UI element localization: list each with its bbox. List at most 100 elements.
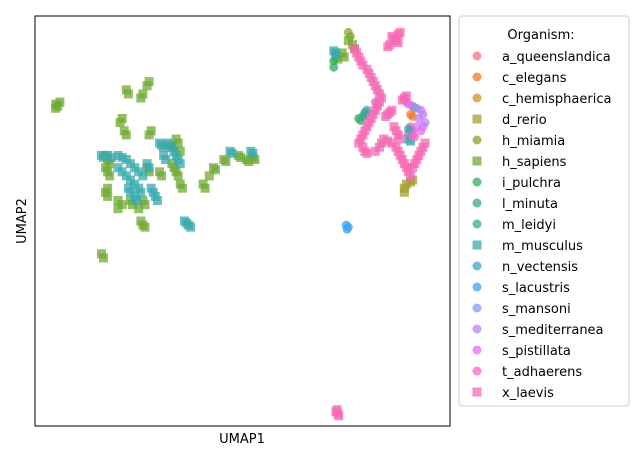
plot-area [51, 27, 430, 421]
legend-label-n_vectensis: n_vectensis [502, 260, 578, 275]
legend-item-a_queenslandica: a_queenslandica [472, 50, 611, 65]
legend-item-h_miamia: h_miamia [472, 134, 565, 149]
series-h_sapiens [51, 36, 360, 263]
point-x_laevis-69 [332, 405, 342, 415]
point-m_musculus-15 [136, 187, 146, 197]
legend-swatch-s_lacustris [472, 282, 482, 292]
point-h_sapiens-13 [121, 130, 131, 140]
point-h_sapiens-9 [136, 93, 146, 103]
point-m_musculus-17 [132, 196, 142, 205]
legend-swatch-n_vectensis [472, 261, 482, 271]
legend-item-l_minuta: l_minuta [472, 197, 558, 212]
legend-item-d_rerio: d_rerio [472, 113, 547, 128]
legend-label-c_elegans: c_elegans [502, 71, 567, 86]
legend-swatch-m_musculus [472, 240, 482, 250]
series-m_musculus [96, 46, 416, 232]
point-m_musculus-39 [161, 155, 171, 164]
point-h_sapiens-31 [113, 204, 123, 214]
point-h_sapiens-5 [123, 89, 133, 99]
legend-swatch-h_sapiens [472, 156, 482, 166]
legend-swatch-a_queenslandica [472, 51, 482, 61]
legend-label-s_lacustris: s_lacustris [502, 281, 570, 296]
legend-item-h_sapiens: h_sapiens [472, 155, 567, 170]
legend-swatch-i_pulchra [472, 177, 482, 187]
legend-swatch-s_mansoni [472, 303, 482, 313]
legend-item-n_vectensis: n_vectensis [472, 260, 578, 275]
point-m_musculus-50 [331, 50, 341, 60]
legend-label-s_pistillata: s_pistillata [502, 344, 571, 359]
point-x_laevis-3 [393, 38, 403, 48]
legend-swatch-l_minuta [472, 198, 482, 208]
legend-label-s_mansoni: s_mansoni [502, 302, 571, 317]
point-m_musculus-47 [248, 148, 258, 158]
legend-swatch-d_rerio [472, 114, 482, 124]
plot-frame [34, 15, 451, 427]
point-h_sapiens-44 [173, 171, 183, 181]
legend: Organism: a_queenslandica c_elegans c_hemi… [458, 15, 630, 407]
point-x_laevis-34 [362, 148, 372, 158]
point-h_sapiens-3 [51, 103, 61, 113]
series-x_laevis [331, 27, 430, 421]
point-m_musculus-27 [144, 163, 154, 173]
legend-label-d_rerio: d_rerio [502, 113, 547, 128]
legend-swatch-c_hemisphaerica [472, 93, 482, 103]
legend-item-s_mediterranea: s_mediterranea [472, 323, 604, 338]
legend-swatch-x_laevis [472, 387, 482, 397]
point-h_sapiens-46 [177, 183, 187, 193]
legend-item-m_musculus: m_musculus [472, 239, 583, 254]
legend-swatch-c_elegans [472, 72, 482, 82]
legend-item-c_elegans: c_elegans [472, 71, 567, 86]
point-m_musculus-21 [152, 196, 162, 205]
point-h_sapiens-40 [157, 171, 167, 181]
point-m_musculus-45 [227, 148, 237, 158]
point-h_sapiens-58 [235, 152, 245, 162]
point-h_sapiens-49 [140, 222, 150, 232]
legend-item-t_adhaerens: t_adhaerens [472, 365, 582, 380]
legend-swatch-t_adhaerens [472, 366, 482, 376]
point-m_musculus-25 [138, 171, 148, 181]
point-h_sapiens-17 [173, 138, 183, 148]
point-h_sapiens-62 [250, 155, 260, 164]
legend-label-i_pulchra: i_pulchra [502, 176, 561, 191]
point-h_sapiens-56 [221, 157, 231, 167]
point-m_musculus-52 [406, 136, 416, 146]
legend-frame [458, 15, 630, 407]
point-h_sapiens-7 [142, 81, 152, 91]
legend-label-a_queenslandica: a_queenslandica [502, 50, 611, 65]
legend-items: a_queenslandica c_elegans c_hemisphaericad… [472, 50, 611, 401]
point-i_pulchra-1 [329, 62, 339, 72]
legend-label-m_leidyi: m_leidyi [502, 218, 556, 233]
legend-item-s_lacustris: s_lacustris [472, 281, 570, 296]
point-h_sapiens-52 [204, 171, 214, 181]
point-h_sapiens-35 [140, 200, 150, 210]
point-m_musculus-43 [186, 222, 196, 232]
legend-label-s_mediterranea: s_mediterranea [502, 323, 604, 338]
point-x_laevis-70 [334, 411, 344, 421]
point-x_laevis-7 [383, 42, 393, 52]
point-x_laevis-5 [393, 29, 403, 39]
point-d_rerio-2 [399, 183, 409, 193]
point-t_adhaerens-3 [410, 132, 420, 142]
legend-title: Organism: [507, 28, 574, 43]
point-h_sapiens-64 [98, 253, 108, 263]
legend-label-x_laevis: x_laevis [502, 386, 554, 401]
point-x_laevis-66 [395, 134, 405, 144]
point-h_sapiens-68 [339, 52, 349, 62]
legend-item-s_pistillata: s_pistillata [472, 344, 571, 359]
legend-item-c_hemisphaerica: c_hemisphaerica [472, 92, 611, 107]
legend-swatch-m_leidyi [472, 219, 482, 229]
legend-item-s_mansoni: s_mansoni [472, 302, 571, 317]
legend-label-c_hemisphaerica: c_hemisphaerica [502, 92, 611, 107]
point-h_sapiens-25 [105, 171, 115, 181]
point-h_sapiens-28 [103, 191, 113, 201]
legend-item-x_laevis: x_laevis [472, 386, 554, 401]
legend-label-h_miamia: h_miamia [502, 134, 565, 149]
legend-label-m_musculus: m_musculus [502, 239, 583, 254]
point-h_sapiens-36 [134, 204, 144, 214]
point-x_laevis-62 [381, 111, 391, 121]
legend-item-m_leidyi: m_leidyi [472, 218, 556, 233]
point-x_laevis-55 [420, 138, 430, 148]
point-h_sapiens-15 [144, 130, 154, 140]
